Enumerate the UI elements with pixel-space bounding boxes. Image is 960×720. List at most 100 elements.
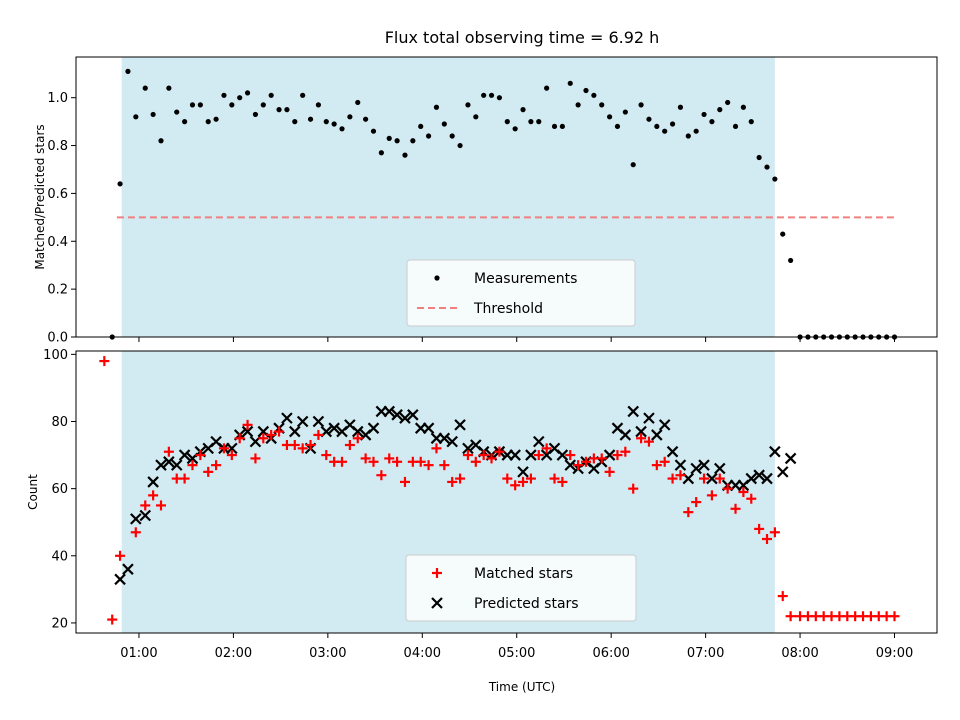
top-y-tick-label: 0.0 bbox=[47, 331, 68, 346]
predicted-star-marker bbox=[241, 425, 254, 438]
measurement-point bbox=[591, 92, 597, 98]
matched-star-marker bbox=[376, 470, 387, 481]
predicted-star-stroke bbox=[289, 425, 301, 438]
predicted-star-stroke bbox=[509, 449, 521, 461]
measurement-point bbox=[425, 133, 432, 139]
matched-star-marker bbox=[580, 456, 591, 467]
measurement-point bbox=[740, 104, 746, 110]
predicted-star-marker bbox=[438, 432, 451, 445]
measurement-point bbox=[481, 92, 487, 98]
bottom-y-tick-label: 100 bbox=[43, 348, 68, 363]
predicted-star-stroke bbox=[658, 419, 671, 431]
predicted-star-stroke bbox=[147, 476, 159, 488]
measurement-point bbox=[614, 123, 621, 130]
bottom-y-tick-label: 40 bbox=[51, 549, 68, 564]
measurement-point bbox=[772, 176, 778, 182]
predicted-star-marker bbox=[367, 422, 380, 434]
measurement-point bbox=[567, 80, 573, 86]
predicted-star-marker bbox=[462, 442, 474, 455]
measurement-point bbox=[237, 95, 243, 101]
measurement-point bbox=[606, 114, 613, 120]
matched-star-marker bbox=[274, 426, 285, 437]
measurement-point bbox=[504, 119, 510, 125]
matched-star-marker bbox=[211, 460, 222, 471]
bottom-axes-frame bbox=[75, 350, 938, 634]
predicted-star-stroke bbox=[407, 409, 419, 421]
matched-star-marker bbox=[533, 450, 544, 461]
matched-star-marker bbox=[203, 466, 214, 477]
predicted-star-marker bbox=[114, 573, 126, 586]
measurement-point bbox=[457, 142, 463, 149]
top-y-tick-label: 0.6 bbox=[47, 187, 68, 202]
predicted-star-marker bbox=[509, 449, 521, 461]
matched-star-marker bbox=[628, 483, 639, 494]
predicted-star-marker bbox=[328, 422, 340, 434]
measurement-point bbox=[386, 135, 392, 141]
bottom-legend-box bbox=[405, 554, 637, 622]
matched-star-marker bbox=[620, 446, 631, 457]
measurement-point bbox=[536, 119, 542, 125]
legend-measurements-label: Measurements bbox=[474, 271, 577, 287]
predicted-star-stroke bbox=[470, 439, 482, 451]
predicted-star-stroke bbox=[226, 442, 238, 455]
x-tick-label: 03:00 bbox=[309, 646, 346, 661]
measurement-point bbox=[213, 116, 219, 122]
predicted-star-marker bbox=[454, 419, 466, 431]
measurement-point bbox=[339, 126, 345, 132]
x-tick-label: 08:00 bbox=[781, 646, 818, 661]
measurement-point bbox=[276, 107, 282, 113]
measurement-point bbox=[622, 109, 628, 115]
x-tick-label: 04:00 bbox=[404, 646, 441, 661]
predicted-star-stroke bbox=[784, 452, 797, 465]
matched-star-marker bbox=[604, 466, 615, 477]
matched-star-marker bbox=[337, 456, 348, 467]
matched-star-marker bbox=[549, 473, 560, 484]
predicted-star-stroke bbox=[651, 429, 663, 441]
predicted-star-marker bbox=[761, 472, 773, 485]
predicted-star-marker bbox=[289, 425, 301, 438]
measurement-point bbox=[433, 104, 440, 110]
predicted-star-stroke bbox=[241, 425, 254, 438]
bottom-y-tick-label: 20 bbox=[51, 616, 68, 631]
measurement-point bbox=[512, 126, 518, 132]
matched-star-marker bbox=[99, 356, 110, 367]
measurement-point bbox=[174, 109, 180, 115]
measurement-point bbox=[418, 123, 424, 130]
matched-star-marker bbox=[384, 453, 395, 464]
matched-star-marker bbox=[565, 450, 576, 461]
measurement-point bbox=[378, 150, 384, 156]
matched-star-marker bbox=[392, 456, 403, 467]
predicted-star-marker bbox=[399, 412, 411, 424]
x-tick-label: 06:00 bbox=[592, 646, 629, 661]
measurement-point bbox=[748, 119, 754, 125]
predicted-star-stroke bbox=[517, 466, 529, 478]
predicted-star-marker bbox=[163, 456, 175, 468]
measurement-point bbox=[158, 138, 164, 144]
matched-star-marker bbox=[769, 527, 780, 538]
legend-predicted-label: Predicted stars bbox=[474, 596, 579, 612]
predicted-star-marker bbox=[784, 452, 797, 465]
predicted-star-marker bbox=[714, 462, 726, 475]
matched-star-marker bbox=[258, 433, 269, 444]
predicted-star-stroke bbox=[351, 425, 364, 438]
matched-star-marker bbox=[683, 507, 694, 518]
predicted-star-marker bbox=[658, 419, 671, 431]
measurement-point bbox=[630, 162, 636, 168]
predicted-star-marker bbox=[698, 459, 710, 471]
measurement-point bbox=[717, 107, 723, 113]
predicted-star-stroke bbox=[525, 449, 537, 461]
x-tick-label: 07:00 bbox=[687, 646, 724, 661]
matched-star-marker bbox=[573, 460, 584, 471]
matched-star-marker bbox=[722, 483, 733, 494]
predicted-star-marker bbox=[745, 472, 758, 485]
measurement-point bbox=[646, 116, 652, 122]
predicted-star-stroke bbox=[745, 472, 758, 485]
matched-star-marker bbox=[140, 500, 151, 511]
matched-star-marker bbox=[218, 443, 229, 454]
measurement-point bbox=[496, 95, 503, 101]
predicted-star-stroke bbox=[548, 442, 561, 455]
bottom-y-tick-label: 60 bbox=[51, 482, 68, 497]
matched-star-marker bbox=[297, 443, 308, 454]
measurement-point bbox=[197, 102, 203, 108]
matched-star-marker bbox=[187, 460, 198, 471]
